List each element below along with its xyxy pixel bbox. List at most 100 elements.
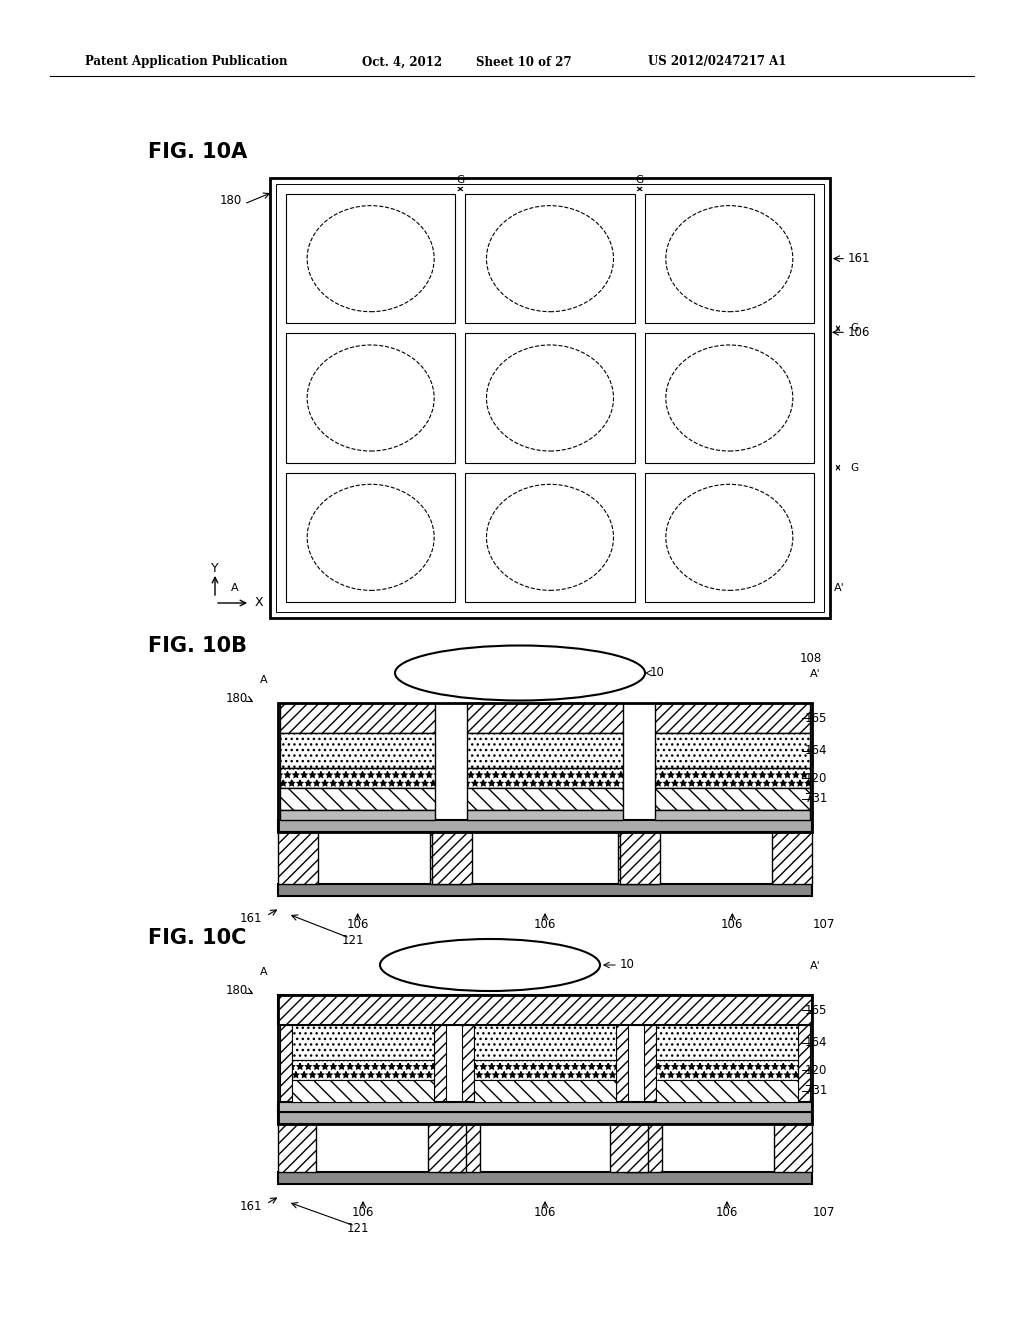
Bar — [428, 1125, 466, 1172]
Bar — [624, 1125, 662, 1172]
Bar — [654, 768, 810, 788]
Bar — [278, 1172, 812, 1184]
Ellipse shape — [307, 484, 434, 590]
Bar — [467, 733, 623, 768]
Bar — [474, 1060, 616, 1080]
Text: X: X — [255, 597, 263, 610]
Bar — [270, 178, 830, 618]
Bar — [278, 832, 318, 884]
Ellipse shape — [486, 345, 613, 451]
Bar — [278, 1125, 316, 1172]
Bar — [276, 183, 824, 612]
Bar — [772, 832, 812, 884]
Bar — [434, 1026, 446, 1102]
Text: Sheet 10 of 27: Sheet 10 of 27 — [476, 55, 571, 69]
Bar — [620, 832, 659, 884]
Bar — [278, 1102, 812, 1111]
Ellipse shape — [666, 206, 793, 312]
Bar — [610, 1125, 648, 1172]
Bar — [654, 704, 810, 733]
Text: 161: 161 — [240, 1200, 262, 1213]
Text: 120: 120 — [805, 1064, 827, 1077]
Bar — [286, 194, 456, 323]
Bar — [280, 1026, 292, 1102]
Text: 164: 164 — [805, 744, 827, 756]
Bar — [467, 810, 623, 820]
Bar — [278, 704, 812, 832]
Text: 731: 731 — [805, 792, 827, 805]
Ellipse shape — [307, 206, 434, 312]
Bar — [465, 194, 635, 323]
Text: 121: 121 — [347, 1221, 370, 1234]
Text: 106: 106 — [352, 1205, 374, 1218]
Bar — [442, 1125, 480, 1172]
Text: 10: 10 — [620, 957, 635, 970]
Bar — [616, 1026, 628, 1102]
Text: 180: 180 — [225, 983, 248, 997]
Text: 106: 106 — [848, 326, 870, 339]
Bar — [286, 334, 456, 463]
Bar — [656, 1060, 798, 1080]
Bar — [286, 473, 456, 602]
Text: 106: 106 — [716, 1205, 738, 1218]
Bar — [278, 884, 812, 896]
Text: 165: 165 — [805, 711, 827, 725]
Text: A: A — [260, 675, 268, 685]
Bar — [465, 334, 635, 463]
Bar — [430, 832, 470, 884]
Text: A': A' — [810, 961, 821, 972]
Text: 106: 106 — [534, 1205, 556, 1218]
Bar — [774, 1125, 812, 1172]
Text: 106: 106 — [346, 917, 369, 931]
Bar — [644, 1026, 656, 1102]
Text: 121: 121 — [341, 933, 364, 946]
Bar — [617, 832, 657, 884]
Ellipse shape — [666, 345, 793, 451]
Text: FIG. 10C: FIG. 10C — [148, 928, 247, 948]
Text: Patent Application Publication: Patent Application Publication — [85, 55, 288, 69]
Text: US 2012/0247217 A1: US 2012/0247217 A1 — [648, 55, 786, 69]
Bar — [292, 1060, 434, 1080]
Text: 107: 107 — [813, 1205, 836, 1218]
Bar — [278, 820, 812, 832]
Text: 180: 180 — [220, 194, 242, 206]
Bar — [278, 1111, 812, 1125]
Text: 731: 731 — [805, 1085, 827, 1097]
Bar — [654, 733, 810, 768]
Bar — [280, 704, 435, 733]
Bar — [645, 194, 814, 323]
Bar — [280, 810, 435, 820]
Ellipse shape — [395, 645, 645, 701]
Bar — [656, 1080, 798, 1102]
Text: 106: 106 — [534, 917, 556, 931]
Bar — [278, 995, 812, 1125]
Text: 164: 164 — [805, 1036, 827, 1049]
Text: FIG. 10B: FIG. 10B — [148, 636, 247, 656]
Bar — [462, 1026, 474, 1102]
Bar — [645, 473, 814, 602]
Bar — [474, 1026, 616, 1060]
Bar — [432, 832, 472, 884]
Bar — [654, 810, 810, 820]
Bar — [645, 334, 814, 463]
Text: 108: 108 — [800, 652, 822, 664]
Text: 120: 120 — [805, 771, 827, 784]
Bar — [474, 1080, 616, 1102]
Bar — [467, 788, 623, 810]
Text: 106: 106 — [721, 917, 743, 931]
Ellipse shape — [666, 484, 793, 590]
Text: 161: 161 — [848, 252, 870, 265]
Text: FIG. 10A: FIG. 10A — [148, 143, 247, 162]
Text: Oct. 4, 2012: Oct. 4, 2012 — [362, 55, 442, 69]
Bar — [465, 473, 635, 602]
Bar — [467, 768, 623, 788]
Ellipse shape — [380, 939, 600, 991]
Bar — [292, 1080, 434, 1102]
Text: A': A' — [810, 669, 821, 678]
Bar — [798, 1026, 810, 1102]
Text: A: A — [260, 968, 268, 977]
Text: G: G — [850, 463, 858, 473]
Ellipse shape — [486, 484, 613, 590]
Bar — [280, 788, 435, 810]
Ellipse shape — [307, 345, 434, 451]
